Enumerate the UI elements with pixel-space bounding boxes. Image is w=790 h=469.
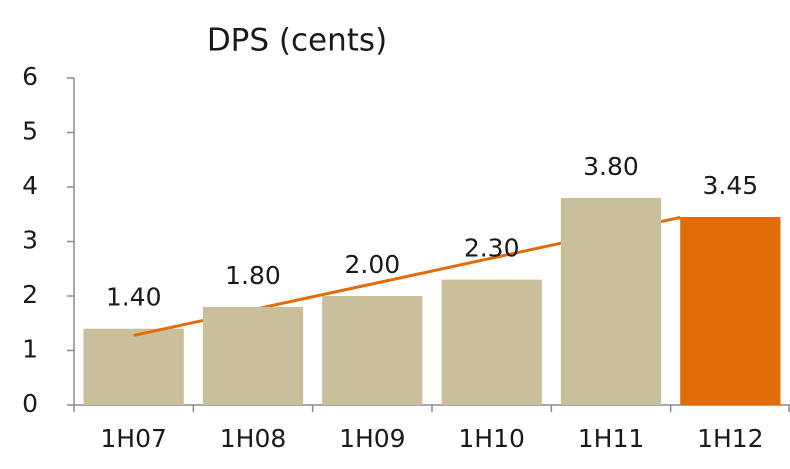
- y-tick-label: 0: [22, 389, 38, 418]
- bar: [560, 197, 662, 405]
- x-tick-label: 1H08: [220, 424, 287, 453]
- value-label: 2.30: [464, 234, 520, 263]
- x-tick-label: 1H09: [339, 424, 406, 453]
- value-label: 2.00: [344, 250, 400, 279]
- value-label: 1.40: [106, 283, 162, 312]
- value-label: 3.80: [583, 152, 639, 181]
- bar: [202, 306, 304, 405]
- y-tick-label: 4: [22, 171, 38, 200]
- bar: [83, 328, 184, 405]
- x-tick-label: 1H11: [578, 424, 645, 453]
- bar: [322, 296, 423, 405]
- y-tick-label: 2: [22, 280, 38, 309]
- bar: [680, 216, 781, 405]
- y-tick-label: 3: [22, 226, 38, 255]
- x-tick-label: 1H10: [458, 424, 525, 453]
- y-tick-label: 5: [22, 117, 38, 146]
- x-tick-label: 1H07: [100, 424, 167, 453]
- value-label: 3.45: [702, 171, 758, 200]
- y-tick-label: 6: [22, 62, 38, 91]
- y-tick-label: 1: [22, 335, 38, 364]
- x-tick-label: 1H12: [697, 424, 764, 453]
- chart-title: DPS (cents): [207, 23, 387, 59]
- bar: [441, 279, 542, 405]
- value-label: 1.80: [225, 261, 281, 290]
